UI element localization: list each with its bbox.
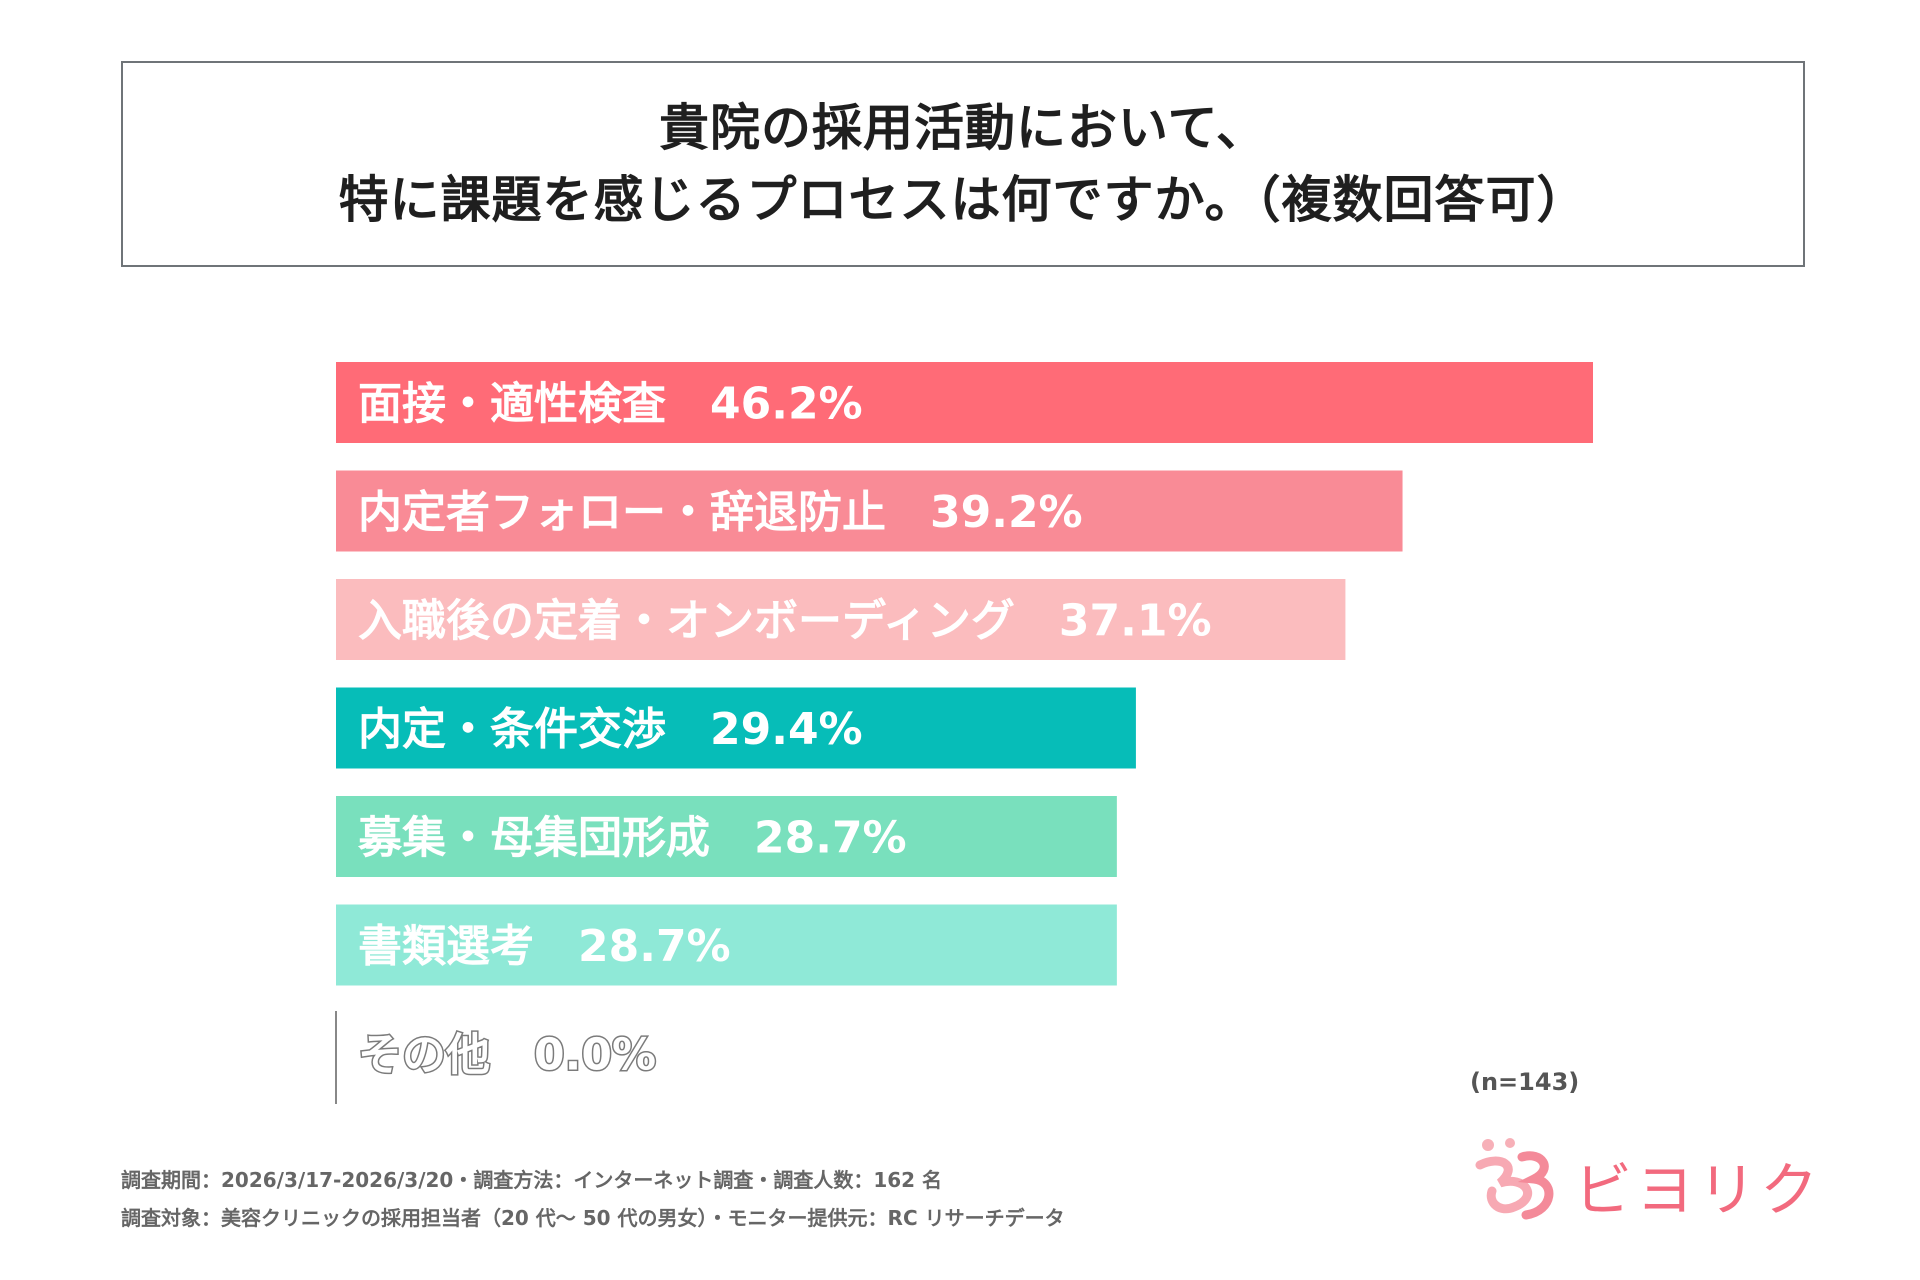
bar-label-5: 募集・母集団形成 28.7% xyxy=(357,813,907,864)
logo-text: ビヨリク xyxy=(1574,1156,1823,1224)
chart-title-box: 貴院の採用活動において、 特に課題を感じるプロセスは何ですか。（複数回答可） xyxy=(121,61,1805,267)
chart-title-line-2: 特に課題を感じるプロセスは何ですか。（複数回答可） xyxy=(338,171,1588,229)
chart-title-line-1: 貴院の採用活動において、 xyxy=(659,98,1267,157)
bar-label-6: 書類選考 28.7% xyxy=(358,921,731,972)
bar-2 xyxy=(336,470,1403,552)
bar-3 xyxy=(336,579,1346,660)
bar-6 xyxy=(336,904,1117,986)
bar-label-2: 内定者フォロー・辞退防止 39.2% xyxy=(358,487,1083,538)
logo-mark-icon xyxy=(1475,1138,1554,1220)
bar-label-7: その他 0.0% xyxy=(358,1030,656,1081)
bar-label-4: 内定・条件交渉 29.4% xyxy=(358,704,863,755)
bar-5 xyxy=(336,796,1117,877)
sample-size-label: (n=143) xyxy=(1470,1068,1580,1096)
bar-4 xyxy=(336,687,1136,769)
brand-logo: ビヨリク xyxy=(1470,1135,1822,1235)
survey-period-footnote: 調査期間：2026/3/17-2026/3/20・調査方法：インターネット調査・… xyxy=(121,1168,943,1192)
bar-label-1: 面接・適性検査 46.2% xyxy=(358,379,863,430)
bar-label-3: 入職後の定着・オンボーディング 37.1% xyxy=(358,596,1212,647)
survey-target-footnote: 調査対象：美容クリニックの採用担当者（20 代〜 50 代の男女）・モニター提供… xyxy=(121,1206,1065,1230)
bar-1 xyxy=(336,362,1593,443)
